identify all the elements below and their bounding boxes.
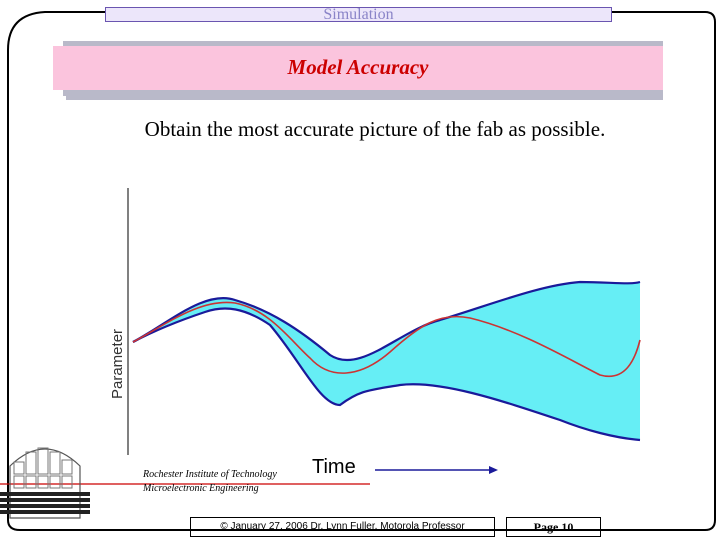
title-rule-top — [66, 41, 663, 45]
upper-bound-line — [132, 280, 641, 362]
x-axis-label: Time — [312, 456, 356, 478]
lower-bound-line — [132, 307, 641, 442]
institution-line-2: Microelectronic Engineering — [143, 483, 259, 494]
statement-text: Obtain the most accurate picture of the … — [144, 117, 606, 141]
copyright-footer: © January 27, 2006 Dr. Lynn Fuller, Moto… — [190, 517, 495, 537]
slide-title: Model Accuracy — [287, 55, 429, 79]
institution-line-1: Rochester Institute of Technology — [143, 469, 277, 480]
wafer-logo-icon — [0, 447, 90, 519]
x-axis-arrowhead — [489, 466, 498, 474]
accuracy-band — [133, 282, 640, 440]
mean-line — [132, 301, 641, 378]
section-tab: Simulation — [105, 7, 612, 22]
title-rule-bottom — [66, 96, 663, 100]
institution-block: Rochester Institute of Technology Microe… — [143, 468, 277, 496]
title-band — [53, 46, 663, 90]
y-axis-label: Parameter — [109, 328, 126, 399]
page-number: Page 10 — [506, 517, 601, 537]
